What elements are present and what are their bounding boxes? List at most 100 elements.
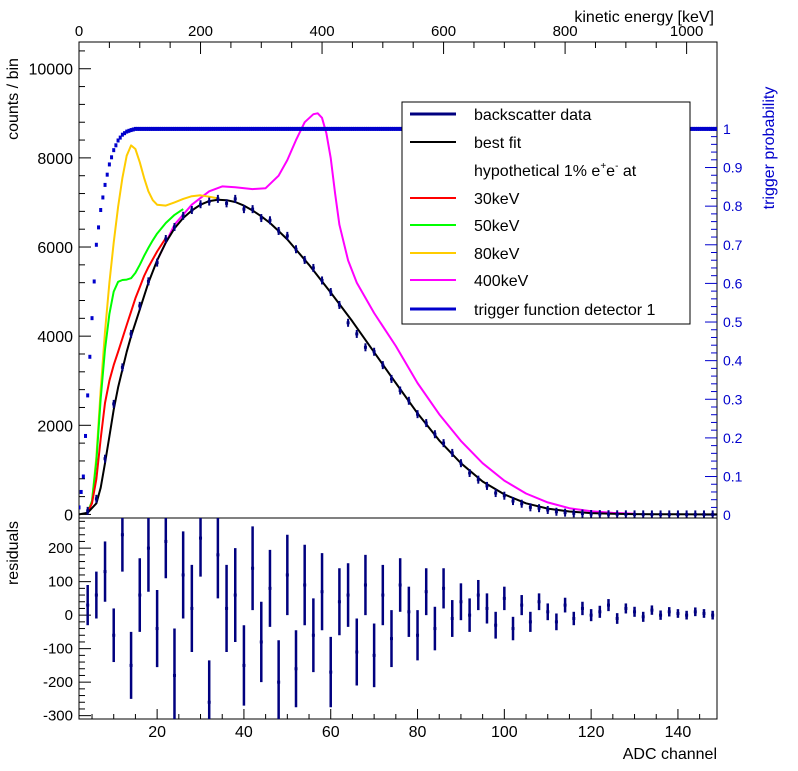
trigger-point (94, 242, 98, 247)
residual-y-tick-label: -100 (43, 641, 73, 658)
backscatter-point (615, 512, 619, 516)
residual-y-tick-label: -200 (43, 674, 73, 691)
trigger-point (311, 126, 315, 131)
trigger-point (112, 148, 116, 153)
backscatter-point (216, 197, 220, 201)
residual-point (190, 606, 194, 610)
residual-point (155, 627, 159, 631)
residual-point (511, 627, 515, 631)
residual-point (233, 593, 237, 597)
trigger-point (257, 126, 261, 131)
trigger-point (324, 126, 328, 131)
residual-point (251, 566, 255, 570)
residual-point (225, 606, 229, 610)
backscatter-point (251, 207, 255, 211)
backscatter-point (641, 512, 645, 516)
trigger-point (711, 126, 715, 131)
residual-point (120, 533, 124, 537)
trigger-point (207, 126, 211, 131)
trigger-point (235, 126, 239, 131)
residual-y-tick-label: -300 (43, 708, 73, 725)
trigger-point (97, 225, 101, 230)
residual-point (303, 583, 307, 587)
residuals-plot-frame (78, 517, 718, 720)
backscatter-point (511, 499, 515, 503)
residual-point (667, 610, 671, 614)
backscatter-point (181, 214, 185, 218)
trigger-point (305, 126, 309, 131)
trigger-point (357, 126, 361, 131)
residual-point (285, 573, 289, 577)
trigger-point (120, 132, 124, 137)
trigger-point (136, 126, 140, 131)
residual-point (554, 620, 558, 624)
main-y-axis-title: counts / bin (5, 58, 22, 140)
backscatter-point (398, 389, 402, 393)
trigger-point (368, 126, 372, 131)
trigger-point (693, 126, 697, 131)
top-tick-label: 800 (553, 23, 578, 40)
trigger-point (181, 126, 185, 131)
backscatter-point (659, 512, 663, 516)
backscatter-point (112, 402, 116, 406)
trigger-point (244, 126, 248, 131)
trigger-point (348, 126, 352, 131)
residual-point (199, 536, 203, 540)
residual-point (216, 553, 220, 557)
trigger-point (242, 126, 246, 131)
residual-point (459, 600, 463, 604)
trigger-point (162, 126, 166, 131)
right-tick-label: 1 (723, 121, 731, 137)
trigger-point (361, 126, 365, 131)
residual-point (572, 617, 576, 620)
legend-label-backscatter-data: backscatter data (474, 107, 592, 124)
residual-point (580, 606, 584, 610)
residual-point (129, 663, 133, 667)
backscatter-point (537, 506, 541, 510)
backscatter-point (233, 197, 237, 201)
trigger-point (702, 126, 706, 131)
trigger-point (270, 126, 274, 131)
backscatter-point (554, 510, 558, 514)
y-tick-label: 8000 (37, 151, 73, 168)
trigger-point (190, 126, 194, 131)
trigger-point (266, 126, 270, 131)
trigger-point (218, 126, 222, 131)
backscatter-point (476, 478, 480, 482)
trigger-point (272, 126, 276, 131)
residual-point (94, 593, 98, 597)
backscatter-point (407, 399, 411, 403)
trigger-point (283, 126, 287, 131)
backscatter-point (433, 432, 437, 436)
residual-point (659, 613, 663, 617)
backscatter-point (225, 201, 229, 205)
residual-point (381, 593, 385, 597)
trigger-point (240, 126, 244, 131)
trigger-point (105, 172, 109, 177)
backscatter-point (589, 512, 593, 516)
backscatter-point (303, 258, 307, 262)
trigger-point (370, 126, 374, 131)
trigger-point (279, 126, 283, 131)
backscatter-point (259, 216, 263, 220)
trigger-point (212, 126, 216, 131)
right-tick-label: 0.6 (723, 275, 743, 291)
residual-point (711, 613, 715, 617)
top-tick-label: 600 (431, 23, 456, 40)
residual-point (259, 640, 263, 644)
trigger-point (389, 126, 393, 131)
trigger-point (129, 128, 133, 133)
residual-point (355, 650, 359, 654)
trigger-point (342, 126, 346, 131)
backscatter-point (667, 512, 671, 516)
trigger-point (385, 126, 389, 131)
trigger-point (116, 138, 120, 143)
residual-point (172, 673, 176, 677)
backscatter-point (702, 512, 706, 516)
right-tick-label: 0.1 (723, 469, 743, 485)
trigger-point (103, 182, 107, 187)
trigger-point (691, 126, 695, 131)
backscatter-point (346, 321, 350, 325)
trigger-point (704, 126, 708, 131)
trigger-point (227, 126, 231, 131)
